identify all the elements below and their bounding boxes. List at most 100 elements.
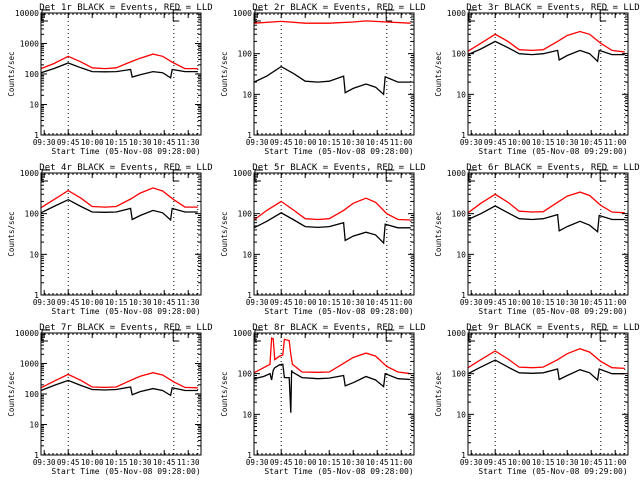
y-tick-label: 1000 bbox=[447, 169, 466, 178]
x-tick-label: 11:30 bbox=[177, 138, 200, 147]
y-tick-label: 1 bbox=[461, 291, 466, 300]
y-tick-label: 100 bbox=[238, 50, 253, 59]
chart-title: Det 5r BLACK = Events, RED = LLD bbox=[252, 163, 425, 173]
x-tick-label: 11:00 bbox=[604, 298, 627, 307]
x-tick-label: 10:30 bbox=[342, 298, 365, 307]
x-tick-label: 11:30 bbox=[177, 298, 200, 307]
y-tick-label: 1000 bbox=[233, 9, 252, 18]
x-tick-label: 10:15 bbox=[105, 298, 128, 307]
y-tick-label: 1 bbox=[461, 451, 466, 460]
x-tick-label: 10:00 bbox=[294, 298, 317, 307]
x-tick-label: 11:00 bbox=[604, 458, 627, 467]
x-axis-label: Start Time (05-Nov-08 09:28:00) bbox=[264, 147, 413, 156]
chart-title: Det 2r BLACK = Events, RED = LLD bbox=[252, 3, 425, 13]
y-axis-label: Counts/sec bbox=[434, 211, 443, 256]
x-tick-label: 11:00 bbox=[390, 458, 413, 467]
y-tick-label: 1000 bbox=[20, 40, 39, 49]
x-tick-label: 10:30 bbox=[556, 138, 579, 147]
y-tick-label: 10 bbox=[242, 90, 252, 99]
chart-panel-8: Det 8r BLACK = Events, RED = LLD 1 10 100 10… bbox=[220, 323, 426, 476]
y-tick-label: 100 bbox=[25, 70, 40, 79]
y-tick-label: 10 bbox=[29, 101, 39, 110]
series-line-events bbox=[467, 40, 625, 63]
x-tick-label: 09:30 bbox=[246, 458, 269, 467]
plot-frame bbox=[467, 172, 629, 296]
x-tick-label: 10:45 bbox=[366, 458, 389, 467]
y-tick-label: 100 bbox=[452, 370, 467, 379]
y-tick-label: 100 bbox=[238, 370, 253, 379]
chart-title: Det 7r BLACK = Events, RED = LLD bbox=[39, 323, 212, 333]
x-tick-label: 10:00 bbox=[508, 458, 531, 467]
x-tick-label: 10:45 bbox=[580, 458, 603, 467]
chart-panel-9: Det 9r BLACK = Events, RED = LLD 1 10 100 10… bbox=[434, 323, 640, 476]
plot-frame bbox=[253, 12, 415, 136]
y-tick-label: 10 bbox=[29, 250, 39, 259]
y-tick-label: 10 bbox=[456, 250, 466, 259]
x-tick-label: 10:15 bbox=[318, 458, 341, 467]
x-tick-label: 10:45 bbox=[153, 458, 176, 467]
y-tick-label: 1000 bbox=[447, 329, 466, 338]
y-tick-label: 1 bbox=[34, 131, 39, 140]
y-tick-label: 10 bbox=[242, 250, 252, 259]
x-tick-label: 10:30 bbox=[129, 138, 152, 147]
x-tick-label: 10:45 bbox=[153, 138, 176, 147]
y-axis-label: Counts/sec bbox=[7, 371, 16, 416]
x-tick-label: 10:15 bbox=[105, 458, 128, 467]
series-line-lld bbox=[253, 20, 411, 24]
y-tick-label: 1000 bbox=[233, 169, 252, 178]
chart-panel-6: Det 6r BLACK = Events, RED = LLD 1 10 100 10… bbox=[434, 163, 640, 316]
x-tick-label: 09:30 bbox=[246, 138, 269, 147]
x-tick-label: 09:30 bbox=[246, 298, 269, 307]
x-tick-label: 10:00 bbox=[508, 138, 531, 147]
plot-frame bbox=[467, 332, 629, 456]
x-tick-label: 10:45 bbox=[366, 138, 389, 147]
y-axis-label: Counts/sec bbox=[434, 51, 443, 96]
series-line-lld bbox=[40, 53, 198, 70]
x-axis-label: Start Time (05-Nov-08 09:28:00) bbox=[51, 467, 200, 476]
y-tick-label: 1000 bbox=[233, 329, 252, 338]
x-tick-label: 10:30 bbox=[129, 298, 152, 307]
x-tick-label: 11:00 bbox=[390, 138, 413, 147]
y-tick-label: 10000 bbox=[15, 9, 39, 18]
y-tick-label: 100 bbox=[25, 210, 40, 219]
x-tick-label: 11:30 bbox=[177, 458, 200, 467]
chart-panel-1: Det 1r BLACK = Events, RED = LLD 1 10 100 10… bbox=[7, 3, 213, 156]
x-tick-label: 10:45 bbox=[580, 298, 603, 307]
series-line-events bbox=[40, 62, 198, 79]
e-marker-icon bbox=[599, 9, 609, 22]
plot-frame bbox=[40, 172, 202, 296]
series-line-lld bbox=[253, 197, 411, 221]
y-tick-label: 100 bbox=[25, 390, 40, 399]
y-tick-label: 1 bbox=[34, 291, 39, 300]
plot-frame bbox=[253, 332, 415, 456]
series-line-lld bbox=[467, 348, 625, 370]
x-tick-label: 10:15 bbox=[532, 138, 555, 147]
x-tick-label: 10:30 bbox=[342, 138, 365, 147]
y-tick-label: 10 bbox=[456, 410, 466, 419]
y-tick-label: 10000 bbox=[15, 329, 39, 338]
y-axis-label: Counts/sec bbox=[220, 371, 229, 416]
chart-title: Det 8r BLACK = Events, RED = LLD bbox=[252, 323, 425, 333]
series-line-lld bbox=[467, 30, 625, 53]
series-line-events bbox=[40, 198, 198, 222]
y-axis-label: Counts/sec bbox=[7, 211, 16, 256]
x-tick-label: 09:30 bbox=[33, 298, 56, 307]
x-tick-label: 10:00 bbox=[294, 458, 317, 467]
x-tick-label: 09:30 bbox=[460, 138, 483, 147]
x-tick-label: 10:15 bbox=[532, 458, 555, 467]
x-tick-label: 10:45 bbox=[580, 138, 603, 147]
chart-panel-2: Det 2r BLACK = Events, RED = LLD 1 10 100 10… bbox=[220, 3, 426, 156]
x-tick-label: 10:30 bbox=[556, 458, 579, 467]
x-axis-label: Start Time (05-Nov-08 09:28:00) bbox=[264, 467, 413, 476]
y-tick-label: 1 bbox=[34, 451, 39, 460]
x-tick-label: 09:30 bbox=[460, 458, 483, 467]
e-marker-icon bbox=[385, 329, 395, 342]
series-line-events bbox=[253, 65, 411, 96]
y-tick-label: 10 bbox=[29, 421, 39, 430]
x-tick-label: 10:30 bbox=[556, 298, 579, 307]
x-tick-label: 10:15 bbox=[532, 298, 555, 307]
x-tick-label: 10:45 bbox=[153, 298, 176, 307]
chart-panel-3: Det 3r BLACK = Events, RED = LLD 1 10 100 10… bbox=[434, 3, 640, 156]
x-tick-label: 09:30 bbox=[460, 298, 483, 307]
y-axis-label: Counts/sec bbox=[220, 51, 229, 96]
